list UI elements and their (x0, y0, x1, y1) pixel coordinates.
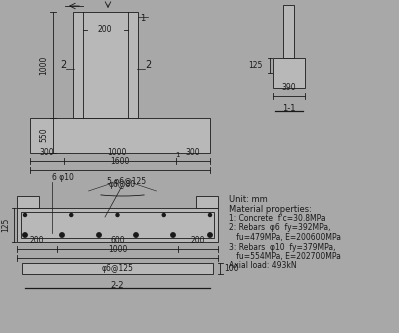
Text: 1000: 1000 (108, 245, 127, 254)
Text: 1: 1 (175, 152, 180, 158)
Bar (17, 196, 39, 208)
Bar (22, 263, 213, 274)
Text: 125: 125 (249, 62, 263, 71)
Circle shape (23, 233, 27, 237)
Circle shape (24, 213, 26, 216)
Circle shape (97, 233, 101, 237)
Bar (21, 212, 214, 238)
Bar (283, 5, 294, 58)
Text: 1: 1 (140, 14, 145, 23)
Circle shape (134, 233, 138, 237)
Text: 300: 300 (186, 148, 200, 157)
Text: 550: 550 (39, 128, 48, 142)
Circle shape (70, 213, 73, 216)
Circle shape (208, 233, 212, 237)
Circle shape (60, 233, 64, 237)
Text: 3: Rebars  φ10  fy=379MPa,: 3: Rebars φ10 fy=379MPa, (229, 242, 336, 251)
Text: Unit: mm: Unit: mm (229, 195, 268, 204)
Bar (73, 12, 138, 118)
Bar (196, 196, 218, 208)
Text: φ6@125: φ6@125 (102, 264, 133, 273)
Text: 1000: 1000 (39, 55, 48, 75)
Text: fu=554MPa, E=202700MPa: fu=554MPa, E=202700MPa (229, 252, 341, 261)
Text: e: e (67, 0, 71, 2)
Circle shape (171, 233, 175, 237)
Text: 2: 2 (145, 60, 151, 70)
Text: 1-1: 1-1 (282, 104, 296, 113)
Circle shape (116, 213, 119, 216)
Text: Axial load: 493kN: Axial load: 493kN (229, 261, 296, 270)
Text: 2-2: 2-2 (111, 281, 124, 290)
Text: Material properties:: Material properties: (229, 204, 312, 213)
Text: 390: 390 (282, 83, 296, 92)
Text: fu=479MPa, E=200600MPa: fu=479MPa, E=200600MPa (229, 233, 341, 242)
Text: 100: 100 (224, 264, 239, 273)
Text: 2: 2 (60, 60, 66, 70)
Circle shape (162, 213, 165, 216)
Text: 5 φ6@125: 5 φ6@125 (107, 177, 146, 186)
Text: 6 φ10: 6 φ10 (52, 173, 74, 182)
Bar (30, 118, 210, 153)
Text: 200: 200 (98, 26, 112, 35)
Text: 600: 600 (110, 236, 125, 245)
Text: φ6@80: φ6@80 (109, 180, 136, 189)
Text: 200: 200 (191, 236, 205, 245)
Text: 200: 200 (30, 236, 44, 245)
Text: 1600: 1600 (110, 157, 130, 166)
Text: 1: Concrete  f'c=30.8MPa: 1: Concrete f'c=30.8MPa (229, 214, 326, 223)
Text: 125: 125 (1, 218, 10, 232)
Bar (273, 58, 305, 88)
Text: 300: 300 (40, 148, 54, 157)
Circle shape (209, 213, 211, 216)
Bar (17, 208, 218, 242)
Text: 2: Rebars  φ6  fy=392MPa,: 2: Rebars φ6 fy=392MPa, (229, 223, 330, 232)
Text: 1000: 1000 (107, 148, 127, 157)
